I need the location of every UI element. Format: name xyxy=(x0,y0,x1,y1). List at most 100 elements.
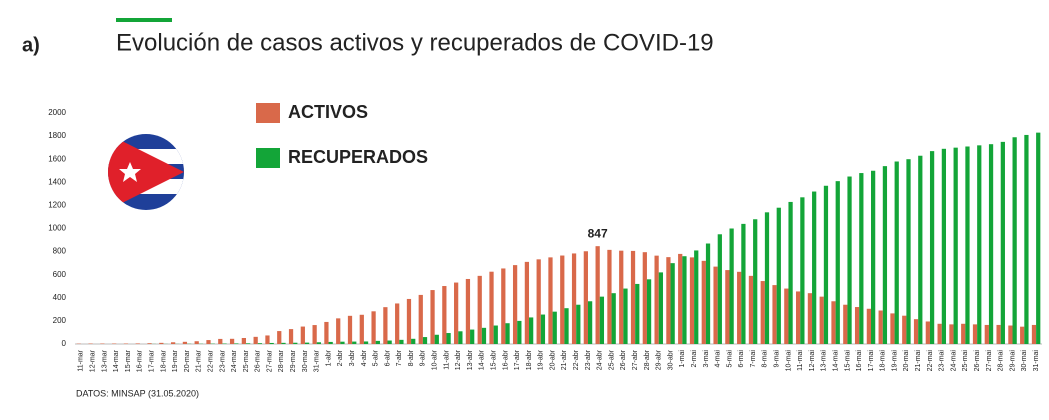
bar xyxy=(571,253,577,344)
x-tick-label: 1-abr xyxy=(325,349,332,366)
x-tick-label: 28-mar xyxy=(278,349,285,372)
x-tick-label: 24-mar xyxy=(231,349,238,372)
x-tick-label: 31-mar xyxy=(314,349,321,372)
bar xyxy=(843,304,848,344)
bar xyxy=(352,341,357,344)
bar xyxy=(387,340,392,344)
bar xyxy=(1036,132,1041,344)
bar xyxy=(245,343,251,344)
bar xyxy=(666,257,671,344)
x-tick-label: 28-mai xyxy=(998,350,1005,372)
bar xyxy=(635,283,640,344)
bar xyxy=(304,342,310,344)
bar xyxy=(512,265,518,344)
y-tick-label: 1000 xyxy=(48,224,66,233)
bar xyxy=(458,331,463,344)
bar xyxy=(536,259,541,344)
x-tick-label: 21-abr xyxy=(561,349,568,370)
bar xyxy=(241,337,246,344)
bar xyxy=(658,272,663,344)
x-tick-label: 27-mai xyxy=(986,350,993,372)
bar xyxy=(281,342,286,344)
x-tick-label: 4-mai xyxy=(715,350,722,368)
bar xyxy=(434,334,439,344)
bar xyxy=(316,342,321,344)
bar xyxy=(399,339,404,344)
y-tick-label: 400 xyxy=(53,293,67,302)
bar xyxy=(406,298,412,344)
y-tick-label: 800 xyxy=(53,247,67,256)
x-tick-label: 26-mar xyxy=(255,349,262,372)
x-tick-label: 31-mai xyxy=(1033,350,1040,372)
bar xyxy=(489,271,494,344)
x-tick-label: 18-mai xyxy=(880,350,887,372)
bar xyxy=(937,323,942,344)
x-tick-label: 27-mar xyxy=(266,349,273,372)
x-tick-label: 16-mar xyxy=(137,349,144,372)
bar xyxy=(340,341,345,344)
x-tick-label: 30-mar xyxy=(302,349,309,372)
bar xyxy=(796,291,801,344)
x-tick-label: 8-abr xyxy=(408,349,415,366)
bar xyxy=(977,145,982,344)
x-tick-label: 22-abr xyxy=(573,349,580,370)
x-tick-label: 10-abr xyxy=(432,349,439,370)
bar xyxy=(218,338,223,344)
x-tick-label: 22-mar xyxy=(207,349,214,372)
x-tick-label: 15-mar xyxy=(125,349,132,372)
bar xyxy=(595,246,600,344)
bar xyxy=(823,185,829,344)
bar xyxy=(501,268,506,344)
bar xyxy=(965,146,970,344)
bar xyxy=(961,323,966,344)
bar xyxy=(737,271,742,344)
bar xyxy=(611,293,616,344)
bar xyxy=(442,286,447,344)
x-tick-label: 27-abr xyxy=(632,349,639,370)
bar xyxy=(312,325,317,344)
bar xyxy=(269,342,274,344)
bar xyxy=(689,257,695,344)
bar xyxy=(418,294,423,344)
bar xyxy=(293,342,298,344)
bar xyxy=(265,335,270,344)
x-tick-label: 17-mar xyxy=(148,349,155,372)
x-tick-label: 26-mai xyxy=(974,350,981,372)
bar xyxy=(929,151,935,344)
bar xyxy=(776,207,781,344)
x-tick-label: 2-abr xyxy=(337,349,344,366)
x-tick-label: 25-abr xyxy=(608,349,615,370)
x-tick-label: 14-mai xyxy=(832,350,839,372)
x-tick-label: 18-mar xyxy=(160,349,167,372)
bar xyxy=(847,176,852,344)
bar xyxy=(748,275,754,344)
x-tick-label: 4-abr xyxy=(361,349,368,366)
bar xyxy=(800,197,805,344)
bar xyxy=(229,338,235,344)
bar xyxy=(812,191,817,344)
x-tick-label: 30-abr xyxy=(667,349,674,370)
x-tick-label: 14-mar xyxy=(113,349,120,372)
bar xyxy=(446,333,451,344)
x-tick-label: 10-mai xyxy=(785,350,792,372)
x-tick-label: 6-abr xyxy=(384,349,391,366)
bar xyxy=(524,261,530,344)
x-tick-label: 25-mai xyxy=(962,350,969,372)
x-tick-label: 23-mar xyxy=(219,349,226,372)
legend-label: RECUPERADOS xyxy=(288,147,428,167)
x-tick-label: 14-abr xyxy=(479,349,486,370)
bar xyxy=(470,329,475,344)
bar xyxy=(1012,137,1017,344)
bar xyxy=(705,243,711,344)
y-tick-label: 600 xyxy=(53,270,67,279)
x-tick-label: 20-mai xyxy=(903,350,910,372)
bar xyxy=(493,325,498,344)
x-tick-label: 21-mai xyxy=(915,350,922,372)
legend-swatch xyxy=(256,148,280,168)
x-tick-label: 17-mai xyxy=(868,350,875,372)
x-tick-label: 20-abr xyxy=(549,349,556,370)
x-tick-label: 12-mai xyxy=(809,350,816,372)
bar xyxy=(300,326,305,344)
x-tick-label: 23-mai xyxy=(939,350,946,372)
bar xyxy=(206,340,211,344)
